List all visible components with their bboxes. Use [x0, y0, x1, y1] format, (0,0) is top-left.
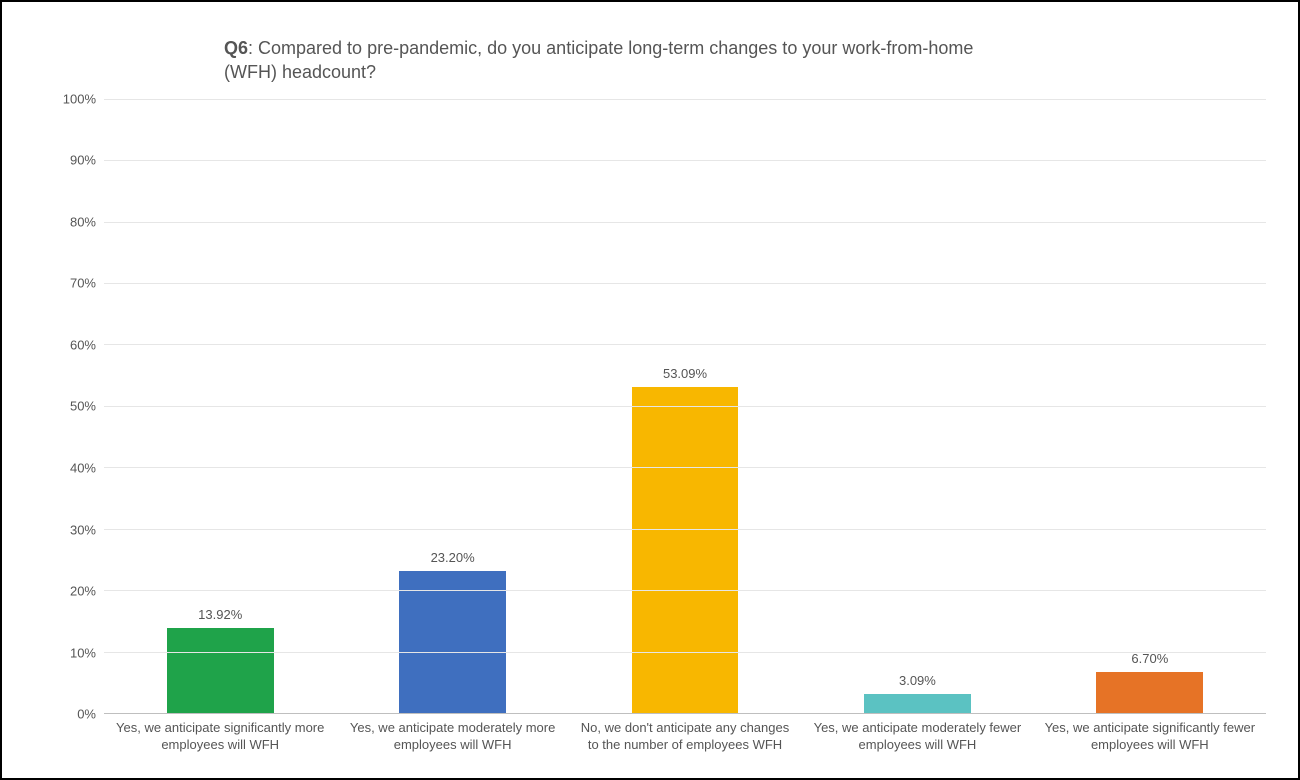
gridline — [104, 406, 1266, 407]
chart-frame: Q6: Compared to pre-pandemic, do you ant… — [0, 0, 1300, 780]
y-tick-label: 60% — [70, 337, 96, 352]
x-tick-label: Yes, we anticipate significantly fewer e… — [1034, 720, 1266, 754]
y-tick-label: 0% — [77, 707, 96, 722]
bar: 6.70% — [1096, 672, 1203, 713]
gridline — [104, 590, 1266, 591]
bar-value-label: 53.09% — [663, 366, 707, 381]
gridline — [104, 283, 1266, 284]
gridline — [104, 344, 1266, 345]
bar: 23.20% — [399, 571, 506, 714]
bar-value-label: 23.20% — [431, 550, 475, 565]
y-tick-label: 20% — [70, 584, 96, 599]
chart-title-text: : Compared to pre-pandemic, do you antic… — [224, 38, 973, 82]
gridline — [104, 529, 1266, 530]
plot-row: 0%10%20%30%40%50%60%70%80%90%100% 13.92%… — [34, 99, 1266, 715]
gridline — [104, 99, 1266, 100]
x-tick-label: Yes, we anticipate moderately more emplo… — [336, 720, 568, 754]
y-tick-label: 100% — [63, 91, 96, 106]
bar-value-label: 6.70% — [1131, 651, 1168, 666]
gridline — [104, 467, 1266, 468]
chart-title-prefix: Q6 — [224, 38, 248, 58]
bar: 53.09% — [632, 387, 739, 713]
y-tick-label: 10% — [70, 645, 96, 660]
bar-value-label: 13.92% — [198, 607, 242, 622]
y-tick-label: 30% — [70, 522, 96, 537]
y-tick-label: 90% — [70, 153, 96, 168]
gridline — [104, 160, 1266, 161]
x-tick-label: No, we don't anticipate any changes to t… — [569, 720, 801, 754]
chart-area: 0%10%20%30%40%50%60%70%80%90%100% 13.92%… — [34, 99, 1266, 754]
x-tick-label: Yes, we anticipate significantly more em… — [104, 720, 336, 754]
y-tick-label: 70% — [70, 276, 96, 291]
gridline — [104, 652, 1266, 653]
gridline — [104, 222, 1266, 223]
x-tick-label: Yes, we anticipate moderately fewer empl… — [801, 720, 1033, 754]
x-axis: Yes, we anticipate significantly more em… — [104, 720, 1266, 754]
bar-value-label: 3.09% — [899, 673, 936, 688]
bar: 13.92% — [167, 628, 274, 714]
y-axis: 0%10%20%30%40%50%60%70%80%90%100% — [34, 99, 104, 715]
chart-title: Q6: Compared to pre-pandemic, do you ant… — [224, 36, 1024, 85]
y-tick-label: 80% — [70, 214, 96, 229]
y-tick-label: 40% — [70, 460, 96, 475]
plot: 13.92% 23.20% 53.09% 3.09% 6.70% — [104, 99, 1266, 715]
y-tick-label: 50% — [70, 399, 96, 414]
bar: 3.09% — [864, 694, 971, 713]
